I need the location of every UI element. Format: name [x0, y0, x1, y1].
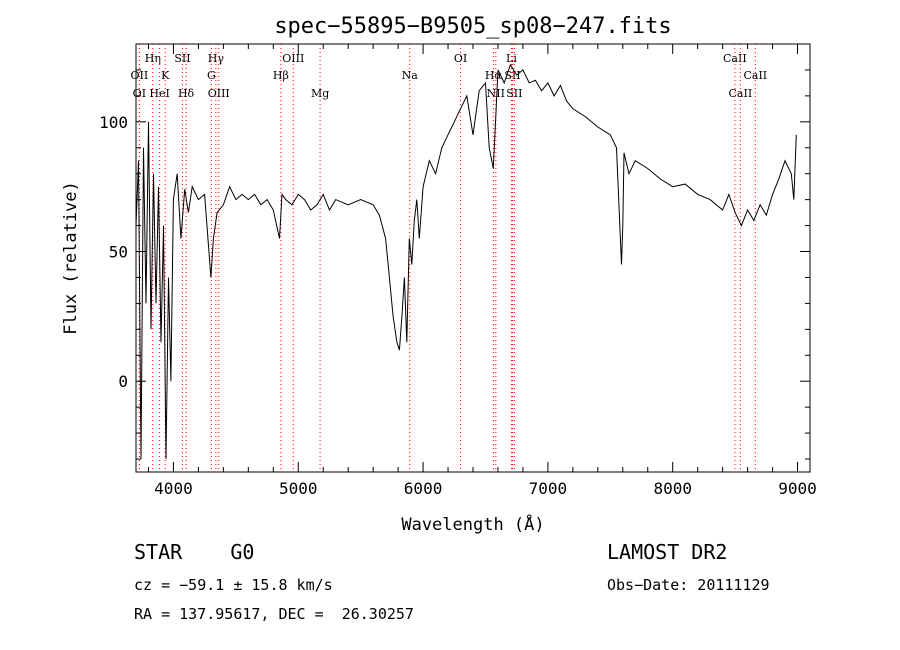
line-marker-label: OIII — [208, 87, 230, 100]
y-axis-label: Flux (relative) — [61, 181, 81, 335]
coordinates-label: RA = 137.95617, DEC = 26.30257 — [134, 605, 414, 623]
line-marker-label: Hα — [485, 69, 503, 82]
line-marker-label: Hγ — [208, 52, 225, 65]
line-marker-label: Hδ — [178, 87, 195, 100]
line-marker-label: OIII — [282, 52, 304, 65]
line-marker-label: SII — [506, 87, 522, 100]
line-marker-label: K — [161, 69, 170, 82]
line-marker-label: Na — [402, 69, 419, 82]
y-tick-label: 100 — [99, 113, 128, 132]
x-tick-label: 4000 — [154, 479, 193, 498]
line-marker-label: Hβ — [273, 69, 289, 82]
line-marker-label: CaII — [729, 87, 753, 100]
line-marker-label: OI — [133, 87, 146, 100]
line-marker-label: Li — [506, 52, 517, 65]
line-marker-label: Mg — [311, 87, 329, 100]
line-marker-label: SII — [174, 52, 190, 65]
line-marker-label: OII — [131, 69, 149, 82]
line-marker-label: NII — [487, 87, 505, 100]
y-tick-label: 50 — [109, 243, 128, 262]
object-class-label: STAR G0 — [134, 540, 255, 564]
x-tick-label: 7000 — [529, 479, 568, 498]
line-marker-label: Hη — [145, 52, 161, 65]
line-marker-label: CaII — [723, 52, 747, 65]
redshift-label: cz = −59.1 ± 15.8 km/s — [134, 576, 333, 594]
line-marker-label: HeI — [149, 87, 169, 100]
chart-title: spec−55895−B9505_sp08−247.fits — [274, 14, 671, 39]
x-tick-label: 6000 — [404, 479, 443, 498]
x-tick-label: 8000 — [653, 479, 692, 498]
spectrum-line — [135, 63, 797, 460]
line-marker-label: CaII — [743, 69, 767, 82]
line-marker-label: G — [207, 69, 216, 82]
y-tick-label: 0 — [118, 372, 128, 391]
line-marker-label: SII — [504, 69, 520, 82]
x-axis-label: Wavelength (Å) — [401, 513, 544, 535]
x-tick-label: 9000 — [778, 479, 817, 498]
line-marker-label: OI — [454, 52, 467, 65]
survey-label: LAMOST DR2 — [607, 540, 728, 564]
obs-date-label: Obs−Date: 20111129 — [607, 576, 770, 594]
plot-frame — [135, 43, 811, 473]
x-tick-label: 5000 — [279, 479, 318, 498]
